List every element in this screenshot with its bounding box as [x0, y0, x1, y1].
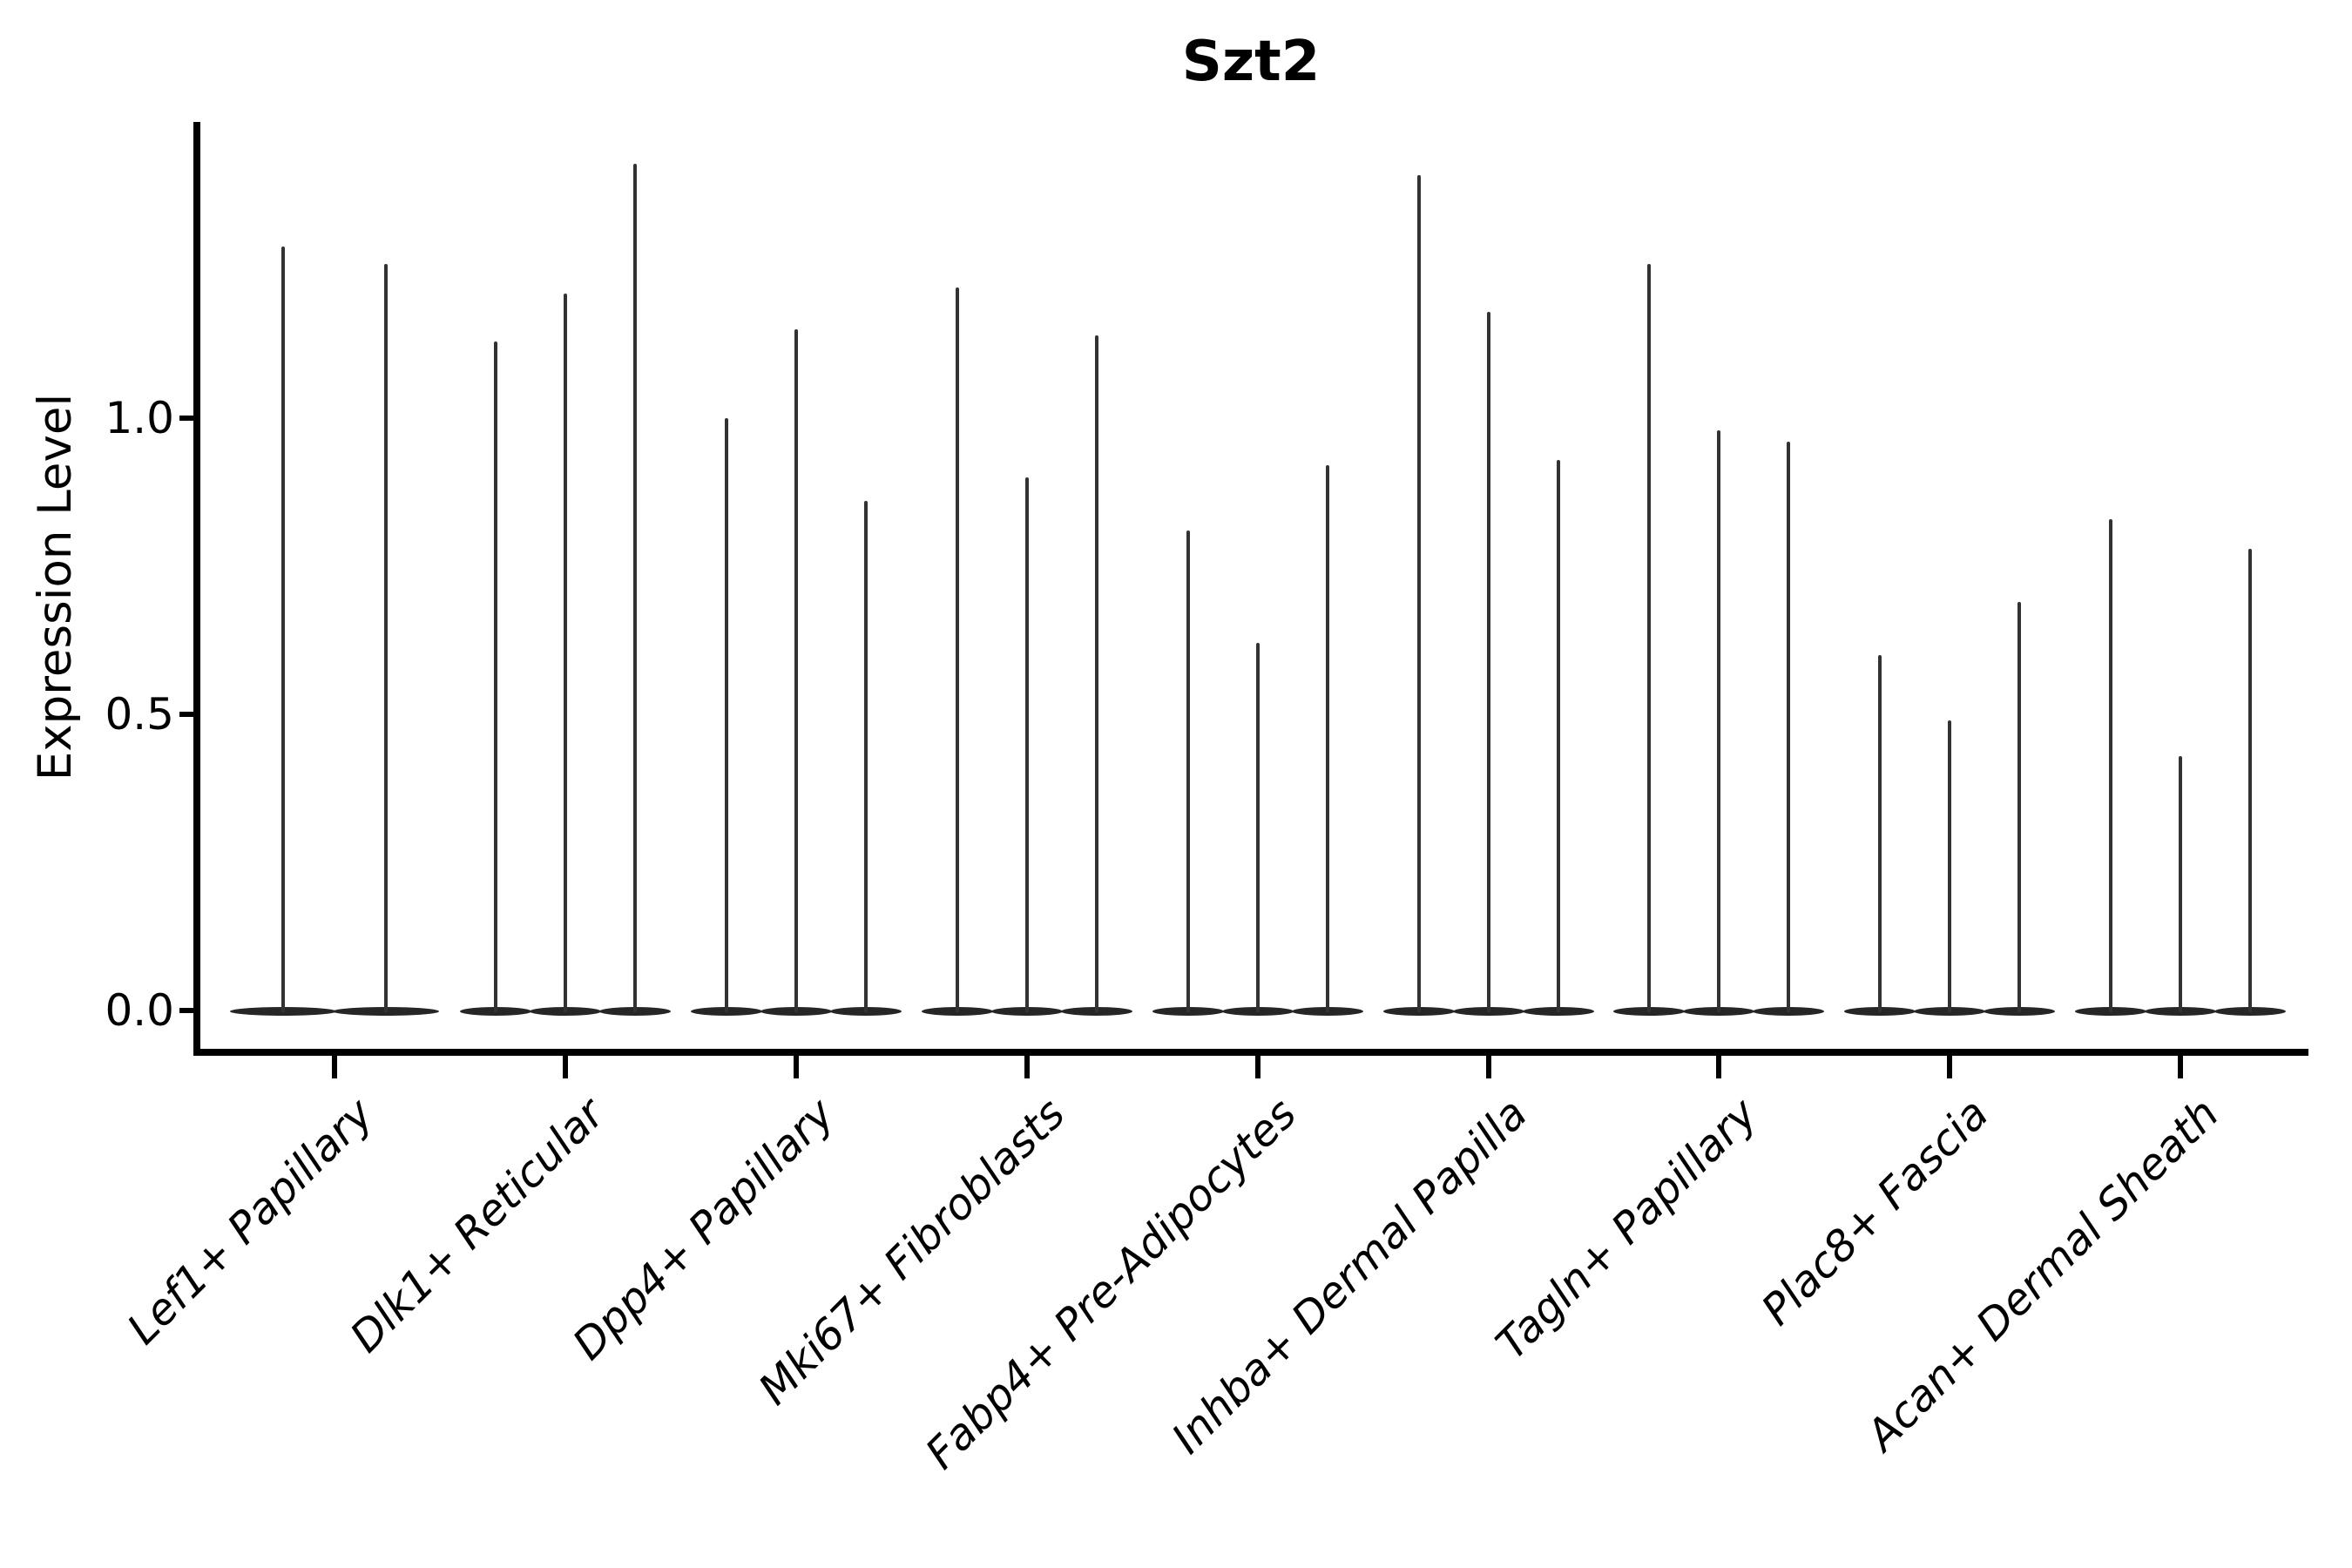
x-tick: [332, 1056, 337, 1078]
x-tick-label: Fabp4+ Pre-Adipocytes: [916, 1089, 1306, 1479]
violin-spike: [1787, 442, 1791, 1012]
violin-spike: [1094, 335, 1098, 1012]
violin-spike: [632, 163, 637, 1012]
violin-spike: [1325, 465, 1329, 1012]
violin-spike: [1556, 459, 1560, 1012]
violin-spike: [1878, 655, 1882, 1012]
violin-spike: [724, 418, 728, 1012]
violin-spike: [384, 264, 388, 1012]
violin-spike: [563, 294, 567, 1012]
x-tick: [562, 1056, 568, 1078]
violin-spike: [1024, 477, 1029, 1012]
violin-spike: [1416, 175, 1421, 1012]
x-tick: [2178, 1056, 2184, 1078]
y-tick: [179, 712, 193, 717]
violin-spike: [1255, 643, 1260, 1012]
violin-spike: [2248, 548, 2253, 1012]
y-tick: [179, 416, 193, 421]
y-tick-label: 1.0: [105, 393, 174, 443]
violin-spike: [2017, 601, 2022, 1012]
violin-spike: [1948, 720, 1952, 1012]
violin-spike: [1717, 429, 1721, 1012]
violin-spike: [2179, 755, 2183, 1012]
x-tick-label: Dlk1+ Reticular: [340, 1089, 614, 1362]
chart-title: Szt2: [1181, 30, 1321, 94]
x-tick: [1024, 1056, 1030, 1078]
y-axis-spine: [193, 122, 200, 1056]
violin-spike: [1186, 531, 1190, 1012]
violin-spike: [1647, 264, 1652, 1012]
violin-spike: [281, 246, 285, 1012]
x-tick: [1947, 1056, 1953, 1078]
violin-spike: [493, 341, 497, 1012]
x-axis-spine: [193, 1049, 2308, 1056]
x-tick: [793, 1056, 799, 1078]
y-tick-label: 0.5: [105, 689, 174, 740]
violin-spike: [1486, 311, 1490, 1012]
y-tick-label: 0.0: [105, 985, 174, 1036]
x-tick-label: Lef1+ Papillary: [118, 1089, 383, 1355]
violin-spike: [794, 329, 798, 1012]
violin-spike: [2109, 518, 2113, 1012]
x-tick: [1716, 1056, 1722, 1078]
x-tick-label: Plac8+ Fascia: [1752, 1089, 1998, 1335]
x-tick: [1254, 1056, 1260, 1078]
x-tick: [1485, 1056, 1491, 1078]
violin-spike: [863, 501, 868, 1012]
y-tick: [179, 1008, 193, 1013]
violin-spike: [955, 287, 959, 1012]
